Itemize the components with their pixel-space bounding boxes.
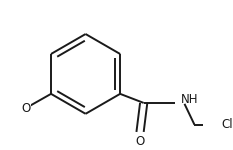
Text: methoxy: methoxy [0, 108, 3, 109]
Text: methoxy: methoxy [0, 108, 3, 109]
Text: O: O [21, 102, 30, 115]
Text: NH: NH [181, 93, 198, 106]
Text: O: O [135, 135, 145, 147]
Text: Cl: Cl [222, 118, 233, 131]
